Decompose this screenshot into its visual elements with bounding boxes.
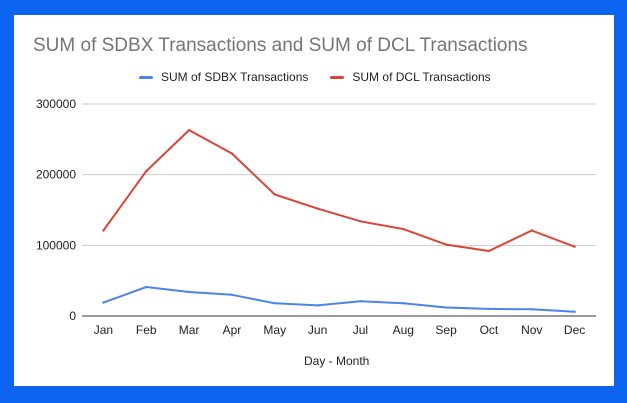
data-point-dcl <box>359 220 362 223</box>
legend-item-sdbx[interactable]: SUM of SDBX Transactions <box>139 70 308 84</box>
x-tick-label: May <box>263 323 286 337</box>
data-point-dcl <box>273 193 276 196</box>
data-point-sdbx <box>273 302 276 305</box>
x-tick-label: Aug <box>393 323 414 337</box>
y-tick-label: 0 <box>69 309 76 323</box>
data-point-sdbx <box>487 307 491 311</box>
x-tick-label: Mar <box>179 323 200 337</box>
chart-legend: SUM of SDBX Transactions SUM of DCL Tran… <box>139 70 513 84</box>
x-axis-title: Day - Month <box>304 354 370 368</box>
x-tick-label: Jan <box>94 323 113 337</box>
series-line-dcl <box>102 129 575 252</box>
legend-swatch-dcl <box>330 75 345 79</box>
data-point-dcl <box>102 229 105 232</box>
data-point-sdbx <box>230 293 234 296</box>
x-tick-label: Jun <box>308 323 327 337</box>
data-point-dcl <box>230 152 234 155</box>
data-point-sdbx <box>444 306 448 309</box>
x-tick-label: Apr <box>223 323 242 337</box>
x-tick-label: Jul <box>353 323 368 337</box>
data-point-sdbx <box>573 310 576 313</box>
x-tick-label: Nov <box>521 323 542 337</box>
data-point-sdbx <box>316 304 319 307</box>
data-point-dcl <box>444 243 448 246</box>
y-tick-label: 300000 <box>36 97 76 111</box>
data-point-sdbx <box>145 285 148 289</box>
chart-title: SUM of SDBX Transactions and SUM of DCL … <box>33 35 528 56</box>
x-tick-label: Feb <box>136 323 157 337</box>
data-point-dcl <box>530 229 533 232</box>
data-point-dcl <box>145 169 148 173</box>
series-line-sdbx <box>103 286 575 313</box>
y-tick-label: 100000 <box>36 238 76 252</box>
data-point-sdbx <box>187 290 191 294</box>
x-tick-label: Oct <box>480 323 499 337</box>
x-tick-label: Sep <box>435 323 457 337</box>
data-point-dcl <box>402 227 405 231</box>
chart-panel: SUM of SDBX Transactions and SUM of DCL … <box>14 15 614 386</box>
data-point-dcl <box>187 128 191 132</box>
legend-label-dcl: SUM of DCL Transactions <box>352 70 491 84</box>
data-point-sdbx <box>102 301 105 304</box>
data-point-dcl <box>487 249 491 253</box>
legend-label-sdbx: SUM of SDBX Transactions <box>161 70 309 84</box>
data-point-sdbx <box>359 299 362 303</box>
legend-item-dcl[interactable]: SUM of DCL Transactions <box>330 70 491 84</box>
x-tick-label: Dec <box>564 323 585 337</box>
line-chart: 0 100000 200000 300000 Jan Feb Mar Apr May Jun Jul… <box>36 97 596 337</box>
y-tick-label: 200000 <box>36 168 76 182</box>
data-point-dcl <box>316 207 319 210</box>
data-point-dcl <box>573 245 576 248</box>
legend-swatch-sdbx <box>139 75 153 79</box>
data-point-sdbx <box>402 302 405 305</box>
data-point-sdbx <box>530 308 533 311</box>
